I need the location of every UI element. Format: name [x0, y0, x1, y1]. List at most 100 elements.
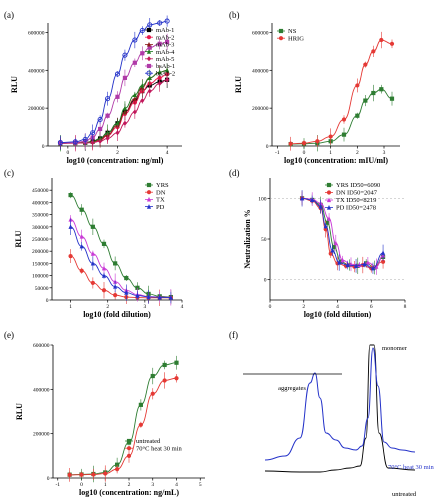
y-tick-label: 150000	[32, 261, 49, 267]
legend-marker	[146, 182, 152, 188]
data-point	[328, 134, 333, 139]
data-point	[157, 81, 162, 87]
x-axis-title: log10 (fold dilution)	[304, 310, 372, 319]
y-tick-label: 400000	[252, 68, 269, 74]
panel-label-b: (b)	[229, 10, 240, 20]
series-mAb-3	[58, 65, 170, 150]
y-tick-label: 350000	[32, 213, 49, 219]
data-point	[82, 136, 88, 142]
data-point	[150, 391, 155, 396]
trace-untreated	[264, 344, 416, 473]
data-point	[103, 471, 108, 476]
legend-label: DN ID50=2047	[336, 190, 378, 197]
data-point	[162, 378, 167, 383]
y-axis-title: RLU	[15, 403, 24, 420]
y-tick-label: 100000	[32, 274, 49, 280]
data-point	[57, 140, 63, 146]
data-point	[379, 87, 384, 92]
x-tick-label: 2	[302, 304, 305, 310]
legend-label: mAb-3	[156, 42, 174, 49]
x-tick-label: 8	[404, 304, 407, 310]
legend-label: DN	[156, 189, 166, 196]
data-point	[328, 251, 333, 256]
data-point	[90, 251, 95, 256]
legend-label: bsAb-1	[156, 63, 175, 70]
data-point	[72, 139, 78, 145]
series-mAb-1	[58, 71, 170, 151]
panel-label-a: (a)	[4, 10, 14, 20]
x-tick-label: -1	[55, 482, 60, 488]
legend-marker	[146, 204, 152, 209]
data-point	[353, 263, 359, 268]
y-tick-label: 0	[264, 278, 267, 284]
x-tick-label: 0	[303, 150, 306, 156]
data-point	[301, 141, 307, 146]
data-point	[126, 453, 132, 458]
y-axis-title: RLU	[14, 230, 23, 247]
data-point	[138, 422, 143, 427]
data-point	[371, 49, 376, 54]
legend-marker	[326, 182, 332, 188]
legend-marker	[146, 56, 152, 62]
data-point	[115, 120, 120, 126]
x-axis-title: log10 (concentration: ng/ml)	[67, 156, 164, 165]
data-point	[299, 195, 305, 201]
data-point	[379, 37, 384, 43]
data-point	[146, 294, 151, 299]
data-point	[90, 260, 95, 266]
y-tick-label: 400000	[32, 200, 49, 206]
x-tick-label: 2	[356, 150, 359, 156]
data-point	[374, 264, 379, 269]
data-point	[174, 376, 179, 381]
data-point	[326, 216, 332, 221]
data-point	[380, 259, 386, 264]
legend-label: mAb-5	[156, 56, 174, 63]
untreated-trace-label: untreated	[392, 491, 417, 498]
panel-label-c: (c)	[4, 168, 14, 178]
series-mAb-4	[58, 63, 170, 152]
data-point	[157, 294, 162, 300]
series-PD	[299, 190, 386, 274]
y-tick-label: 0	[46, 298, 49, 304]
data-point	[135, 293, 140, 298]
series-PD	[68, 218, 173, 304]
data-point	[164, 18, 170, 24]
data-point	[140, 82, 145, 88]
data-point	[330, 247, 335, 253]
series-line	[60, 79, 168, 144]
data-point	[168, 295, 173, 300]
legend-marker	[146, 41, 152, 47]
y-axis-title: Neutralization %	[243, 209, 252, 268]
y-tick-label: 100	[258, 196, 267, 202]
y-tick-label: 200000	[28, 106, 45, 112]
heated-trace-label: 70°C heat 30 min	[388, 464, 434, 471]
data-point	[101, 265, 107, 271]
series-HRIG	[288, 31, 395, 151]
x-tick-label: -1	[275, 150, 280, 156]
data-point	[165, 67, 170, 73]
legend-marker	[146, 49, 152, 54]
legend-marker	[146, 63, 152, 69]
y-tick-label: 50000	[35, 286, 49, 292]
x-axis-title: log10 (fold dilution)	[83, 310, 151, 319]
data-point	[337, 260, 342, 265]
x-tick-label: 4	[336, 304, 339, 310]
data-point	[122, 52, 128, 58]
legend-marker	[326, 205, 332, 210]
panel-e: (e) 0 200000 400000 600000 -1 0 1 2 3 4 5 log10 (con…	[4, 330, 205, 497]
x-tick-label: 3	[143, 304, 146, 310]
data-point	[114, 71, 121, 77]
x-tick-label: 4	[175, 482, 178, 488]
trace-heated	[264, 347, 416, 461]
y-axis-title: RLU	[234, 76, 243, 93]
data-point	[355, 113, 360, 118]
data-point	[315, 139, 320, 144]
data-point	[105, 135, 110, 141]
x-tick-label: 2	[106, 304, 109, 310]
data-point	[90, 280, 95, 286]
data-point	[174, 360, 179, 365]
